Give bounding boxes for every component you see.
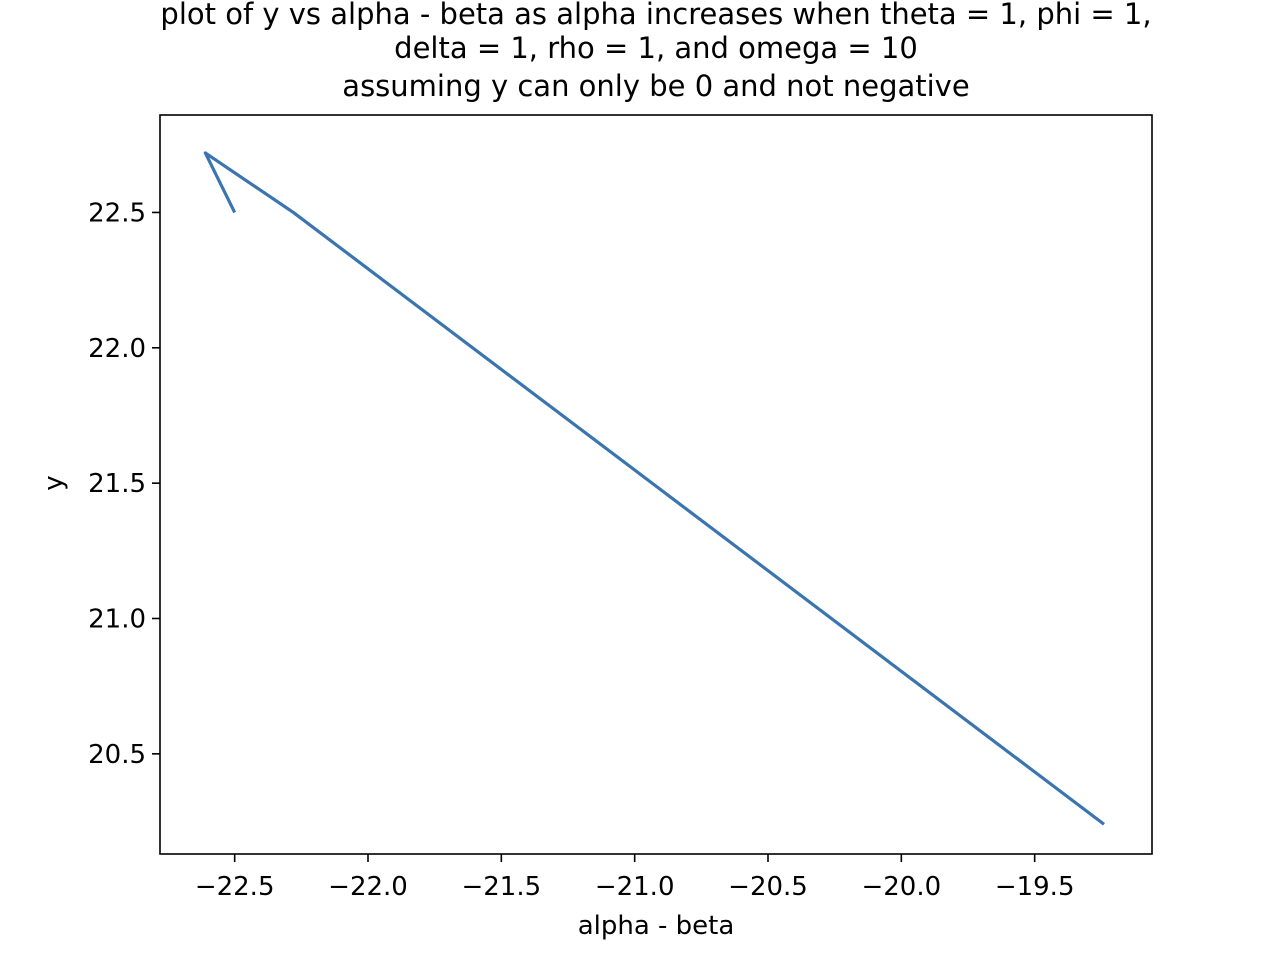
chart-title-line-3: assuming y can only be 0 and not negativ… [342, 69, 970, 103]
x-tick-label: −22.0 [328, 872, 408, 902]
y-tick-label: 21.0 [88, 604, 146, 634]
y-axis-ticks: 20.5 21.0 21.5 22.0 22.5 [88, 198, 160, 770]
series-line-0 [203, 151, 1105, 826]
chart-title-line-1: plot of y vs alpha - beta as alpha incre… [160, 0, 1152, 31]
x-axis-ticks: −22.5 −22.0 −21.5 −21.0 −20.5 −20.0 −19.5 [195, 854, 1075, 902]
series-layer [203, 151, 1105, 826]
y-tick-label: 22.5 [88, 198, 146, 228]
chart-title-line-2: delta = 1, rho = 1, and omega = 10 [394, 31, 918, 65]
y-tick-label: 21.5 [88, 469, 146, 499]
x-tick-label: −20.5 [728, 872, 808, 902]
x-tick-label: −21.5 [461, 872, 541, 902]
x-tick-label: −21.0 [595, 872, 675, 902]
x-tick-label: −19.5 [995, 872, 1075, 902]
y-tick-label: 22.0 [88, 334, 146, 364]
x-axis-label: alpha - beta [578, 911, 735, 941]
y-axis-label: y [39, 475, 69, 490]
x-tick-label: −20.0 [861, 872, 941, 902]
x-tick-label: −22.5 [195, 872, 275, 902]
y-tick-label: 20.5 [88, 740, 146, 770]
plot-area-frame [159, 114, 1153, 855]
